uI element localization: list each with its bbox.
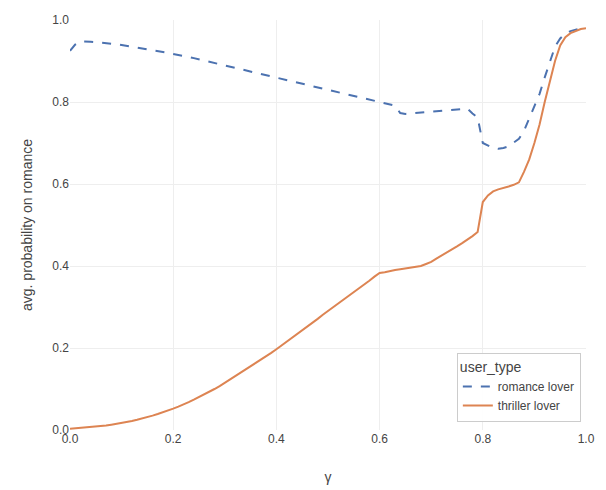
svg-text:1.0: 1.0 bbox=[52, 13, 69, 27]
svg-text:γ: γ bbox=[325, 469, 332, 485]
svg-text:0.0: 0.0 bbox=[62, 432, 79, 446]
svg-text:0.0: 0.0 bbox=[52, 423, 69, 437]
svg-text:1.0: 1.0 bbox=[578, 432, 595, 446]
svg-text:0.2: 0.2 bbox=[52, 341, 69, 355]
svg-text:user_type: user_type bbox=[460, 359, 522, 375]
svg-text:0.8: 0.8 bbox=[474, 432, 491, 446]
svg-text:0.4: 0.4 bbox=[268, 432, 285, 446]
svg-text:0.6: 0.6 bbox=[371, 432, 388, 446]
svg-text:romance lover: romance lover bbox=[498, 380, 574, 394]
svg-text:0.2: 0.2 bbox=[165, 432, 182, 446]
svg-text:0.4: 0.4 bbox=[52, 259, 69, 273]
svg-text:0.6: 0.6 bbox=[52, 177, 69, 191]
svg-text:avg. probability on romance: avg. probability on romance bbox=[19, 139, 35, 311]
svg-text:0.8: 0.8 bbox=[52, 95, 69, 109]
svg-text:thriller lover: thriller lover bbox=[498, 399, 560, 413]
